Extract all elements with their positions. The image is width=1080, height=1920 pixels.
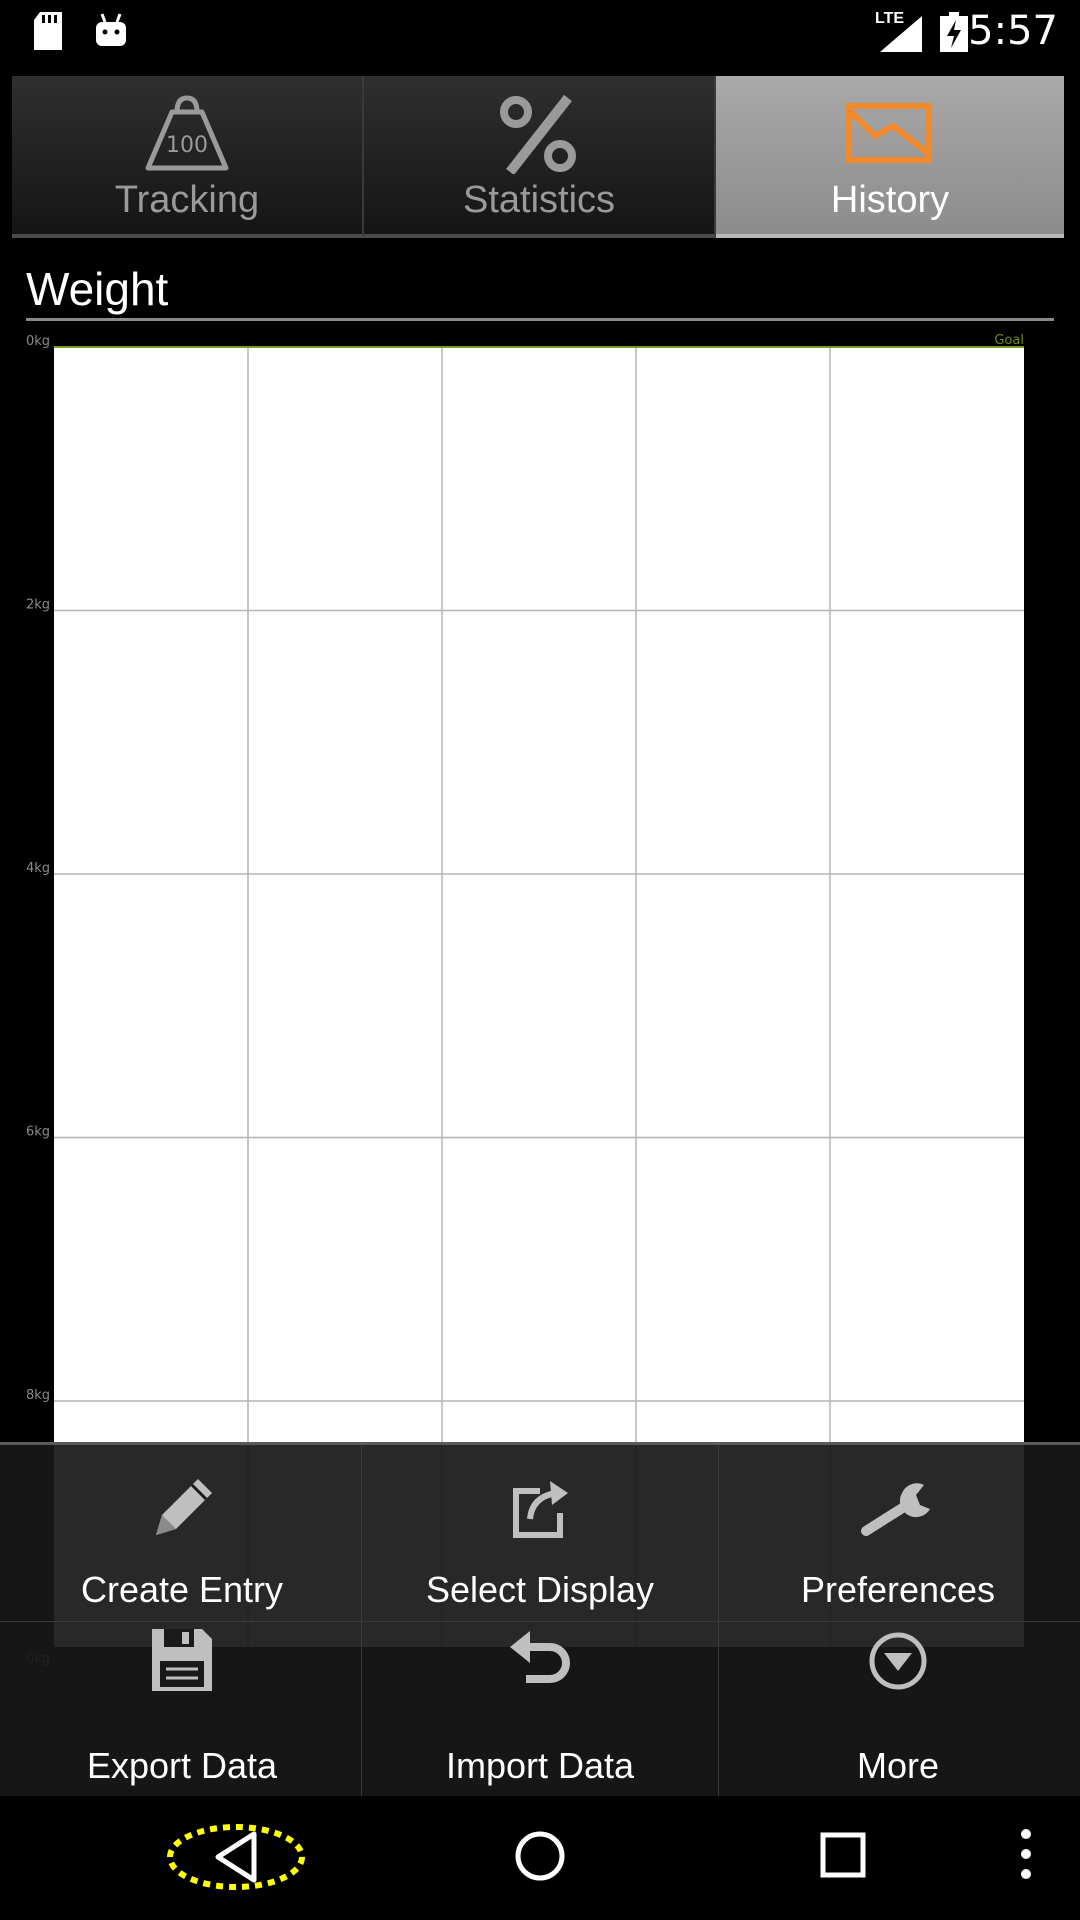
chart-plot-area bbox=[54, 347, 1024, 1647]
status-bar: LTE 5:57 bbox=[0, 0, 1080, 72]
back-icon[interactable] bbox=[166, 1822, 306, 1897]
tab-statistics[interactable]: Statistics bbox=[364, 76, 716, 238]
tab-bar: 100 Tracking Statistics History bbox=[12, 76, 1066, 238]
export-data-label: Export Data bbox=[86, 1745, 278, 1786]
svg-text:100: 100 bbox=[166, 133, 208, 158]
home-icon[interactable] bbox=[512, 1828, 568, 1889]
tab-tracking-label: Tracking bbox=[114, 179, 260, 221]
status-time: 5:57 bbox=[968, 8, 1058, 54]
signal-icon bbox=[880, 16, 922, 57]
select-display-label: Select Display bbox=[425, 1569, 655, 1610]
navigation-bar bbox=[0, 1796, 1080, 1920]
battery-charging-icon bbox=[940, 12, 968, 57]
network-type-label: LTE bbox=[875, 10, 905, 27]
create-entry-label: Create Entry bbox=[80, 1569, 284, 1610]
y-tick-label: 4kg bbox=[26, 861, 50, 876]
android-icon bbox=[94, 12, 128, 53]
tab-tracking[interactable]: 100 Tracking bbox=[12, 76, 364, 238]
select-display-button[interactable]: Select Display bbox=[362, 1445, 718, 1619]
recents-icon[interactable] bbox=[818, 1830, 868, 1885]
more-button[interactable]: More bbox=[720, 1621, 1076, 1795]
preferences-button[interactable]: Preferences bbox=[720, 1445, 1076, 1619]
y-tick-label: 2kg bbox=[26, 598, 50, 613]
overflow-menu-icon[interactable] bbox=[1016, 1826, 1036, 1887]
goal-label: Goal bbox=[994, 333, 1024, 348]
menu-divider bbox=[0, 1621, 1080, 1622]
menu-divider bbox=[361, 1445, 362, 1799]
import-data-button[interactable]: Import Data bbox=[362, 1621, 718, 1795]
chart-grid bbox=[54, 347, 1024, 1647]
section-title: Weight bbox=[26, 263, 169, 315]
create-entry-button[interactable]: Create Entry bbox=[4, 1445, 360, 1619]
more-label: More bbox=[856, 1745, 940, 1786]
import-data-label: Import Data bbox=[445, 1745, 635, 1786]
options-menu: Create Entry Select Display Preferences … bbox=[0, 1442, 1080, 1799]
preferences-label: Preferences bbox=[800, 1569, 996, 1610]
sd-card-icon bbox=[32, 12, 64, 57]
tab-history-label: History bbox=[830, 179, 950, 221]
menu-divider bbox=[718, 1445, 719, 1799]
weight-history-chart[interactable]: Goal 0kg2kg4kg6kg8kg0kg bbox=[0, 330, 1080, 1770]
tab-history[interactable]: History bbox=[716, 76, 1064, 238]
tab-statistics-label: Statistics bbox=[462, 179, 616, 221]
y-tick-label: 8kg bbox=[26, 1388, 50, 1403]
section-divider bbox=[26, 318, 1054, 321]
y-tick-label: 0kg bbox=[26, 334, 50, 349]
export-data-button[interactable]: Export Data bbox=[4, 1621, 360, 1795]
y-tick-label: 6kg bbox=[26, 1125, 50, 1140]
